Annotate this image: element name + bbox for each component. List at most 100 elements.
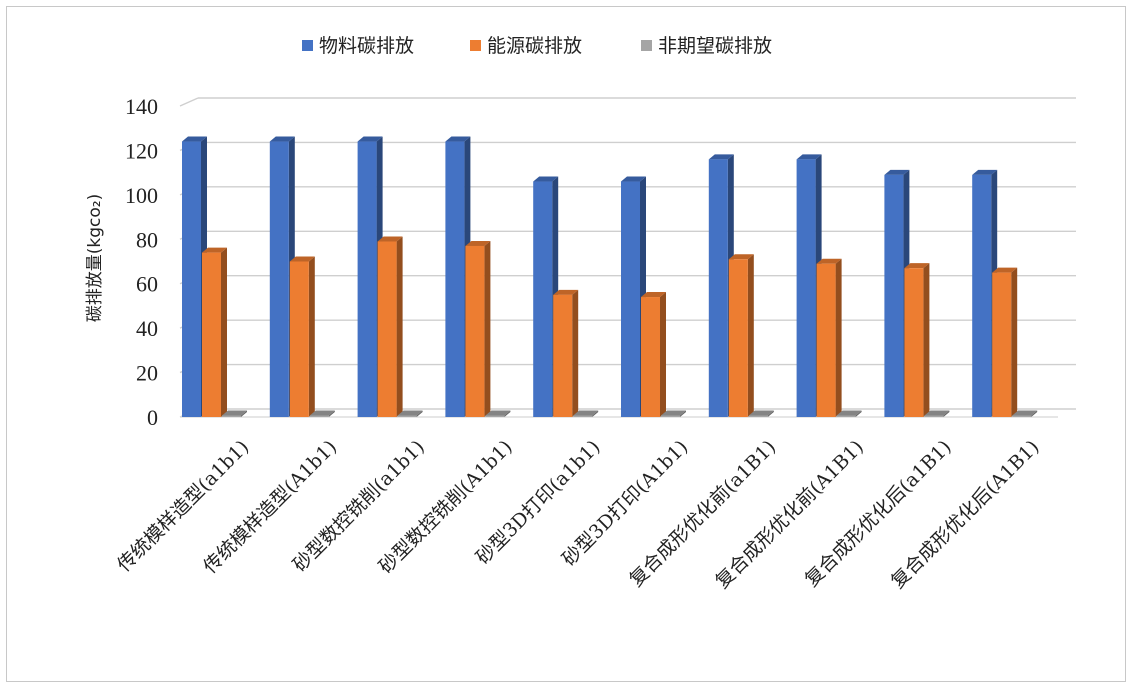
bar-side	[241, 410, 247, 417]
bar-top	[992, 267, 1018, 273]
bar-front	[924, 415, 944, 417]
legend-label: 能源碳排放	[487, 35, 582, 57]
y-tick-label: 40	[136, 316, 158, 341]
bar	[573, 410, 599, 417]
bar-top	[269, 136, 295, 142]
bar-front	[728, 259, 748, 417]
bar-front	[222, 415, 241, 417]
bar-front	[884, 174, 904, 417]
bar-top	[904, 263, 930, 269]
bar-top	[728, 254, 754, 260]
bar	[641, 292, 666, 417]
bar-top	[397, 410, 423, 416]
bar-front	[796, 159, 816, 418]
bar-front	[708, 159, 728, 418]
bar-top	[972, 169, 998, 175]
bar	[836, 410, 862, 417]
bar-front	[202, 252, 221, 417]
legend-label: 非期望碳排放	[658, 35, 772, 57]
bar-front	[445, 141, 465, 418]
bar-front	[553, 294, 573, 417]
bar-side	[396, 236, 403, 417]
y-tick-label: 80	[136, 227, 158, 252]
bar-front	[621, 181, 640, 417]
bar-front	[485, 415, 505, 417]
bar-front	[465, 245, 485, 417]
legend-swatch	[470, 40, 481, 51]
bar-front	[816, 263, 836, 417]
bar-side	[484, 240, 491, 417]
bar-top	[533, 176, 559, 182]
bar-top	[1012, 410, 1038, 416]
bar	[553, 289, 579, 417]
x-category-label: 复合成形优化后(a1B1)	[801, 436, 956, 591]
gridline-depth	[179, 97, 199, 107]
bar-front	[836, 415, 856, 417]
bar-top	[357, 136, 383, 142]
bar-top	[884, 169, 910, 175]
bar-side	[221, 247, 227, 417]
bar-front	[748, 415, 768, 417]
bar-front	[182, 141, 201, 418]
bar-front	[661, 415, 680, 417]
bar-side	[747, 254, 754, 417]
bar-top	[309, 410, 335, 416]
legend: 物料碳排放 能源碳排放 非期望碳排放	[302, 35, 772, 57]
bar-top	[222, 410, 247, 416]
y-tick-label: 140	[125, 94, 158, 119]
bar-side	[328, 410, 335, 417]
bar-top	[836, 410, 862, 416]
bar-top	[289, 256, 315, 262]
bar-top	[445, 136, 471, 142]
bar-front	[533, 181, 553, 417]
y-tick-label: 100	[125, 183, 158, 208]
bar-top	[377, 236, 403, 242]
bar	[728, 254, 754, 417]
bar-front	[992, 272, 1012, 417]
bar	[904, 263, 930, 417]
bar-side	[923, 263, 930, 417]
bar	[309, 410, 335, 417]
bar-front	[1012, 415, 1032, 417]
bar-top	[573, 410, 599, 416]
y-axis-ticks: 0 20 40 60 80 100 120 140	[125, 94, 158, 430]
bar-front	[904, 268, 924, 417]
bar-side	[504, 410, 511, 417]
bar-side	[660, 292, 666, 417]
bar-side	[416, 410, 423, 417]
x-axis-categories: 传统模样造型(a1b1)传统模样造型(A1b1)砂型数控铣削(a1b1)砂型数控…	[113, 436, 1044, 593]
bar-side	[767, 410, 774, 417]
bar-top	[661, 410, 686, 416]
bar-top	[553, 289, 579, 295]
y-tick-label: 20	[136, 361, 158, 386]
y-tick-label: 0	[147, 405, 158, 430]
bar-front	[357, 141, 377, 418]
bar	[1012, 410, 1038, 417]
bar-front	[397, 415, 417, 417]
bar-side	[1011, 267, 1018, 417]
bar-side	[1031, 410, 1038, 417]
bar-top	[796, 154, 822, 160]
bar	[661, 410, 686, 417]
bar-top	[641, 292, 666, 298]
bar-front	[289, 261, 309, 417]
bar-front	[972, 174, 992, 417]
bar-top	[182, 136, 207, 142]
bar-front	[377, 241, 397, 417]
bar-top	[708, 154, 734, 160]
bar-top	[465, 240, 491, 246]
bar-top	[485, 410, 511, 416]
bar-front	[269, 141, 289, 418]
legend-swatch	[302, 40, 313, 51]
bar	[202, 247, 227, 417]
bar-top	[202, 247, 227, 253]
bar-top	[924, 410, 950, 416]
y-tick-label: 60	[136, 272, 158, 297]
x-category-label: 复合成形优化前(A1B1)	[711, 436, 868, 593]
y-axis-label: 碳排放量(kgco₂)	[85, 194, 105, 322]
bar-side	[943, 410, 950, 417]
bar	[289, 256, 315, 417]
legend-label: 物料碳排放	[319, 35, 414, 57]
bar	[465, 240, 491, 417]
bar-side	[308, 256, 315, 417]
